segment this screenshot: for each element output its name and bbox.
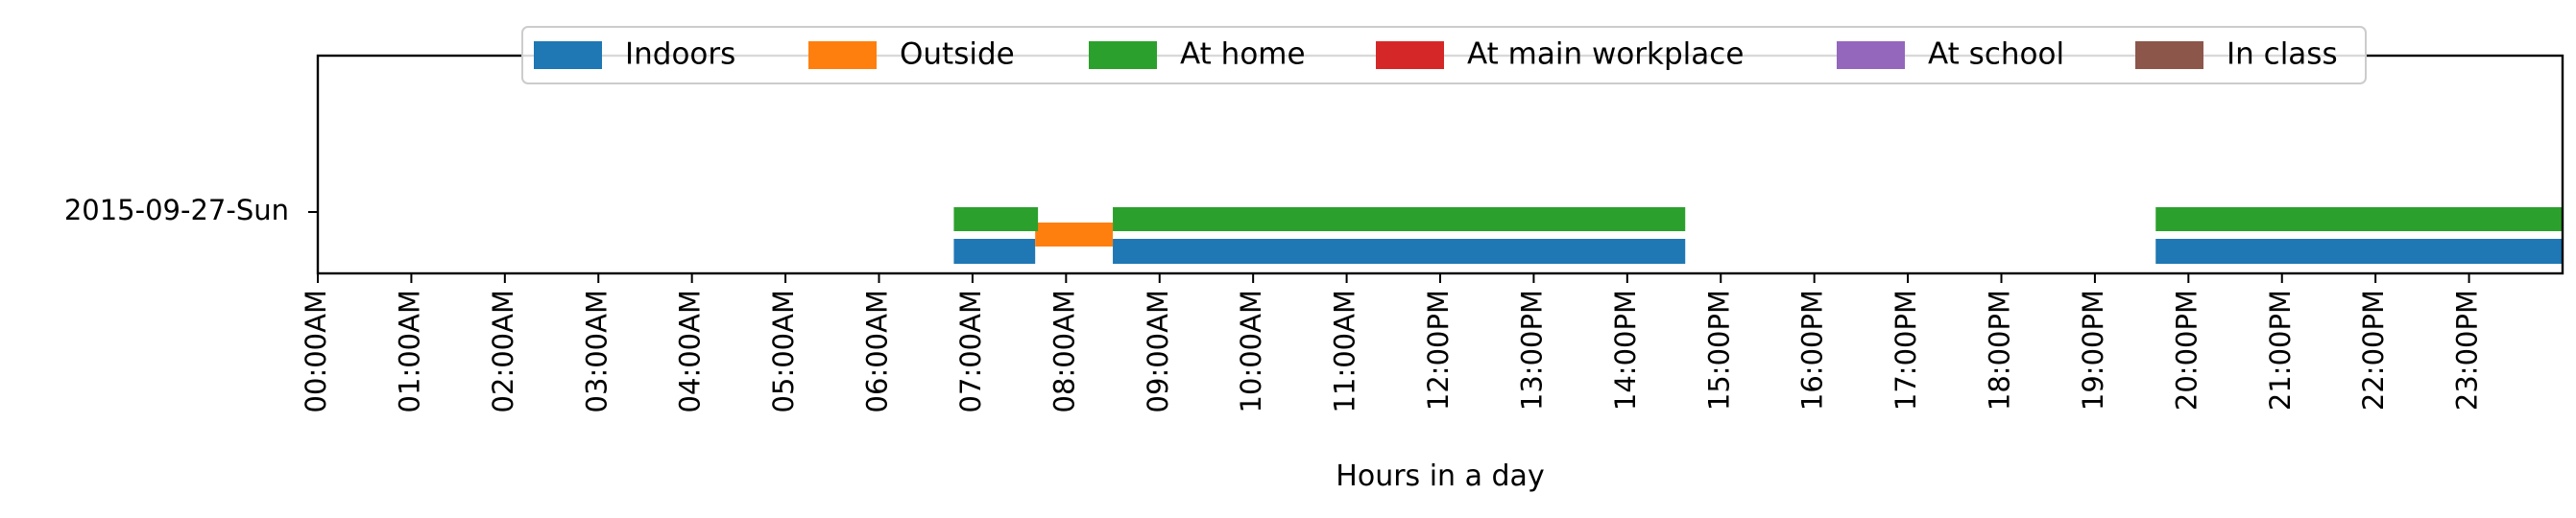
legend-swatch	[1376, 41, 1444, 69]
legend-label: Outside	[900, 37, 1015, 72]
x-tick-label: 23:00PM	[2451, 290, 2484, 411]
legend-label: In class	[2227, 37, 2338, 72]
x-tick-label: 13:00PM	[1515, 290, 1548, 411]
y-tick-label: 2015-09-27-Sun	[64, 194, 289, 226]
x-tick-label: 02:00AM	[487, 290, 519, 412]
legend-swatch	[1089, 41, 1157, 69]
x-tick-label: 03:00AM	[580, 290, 613, 412]
legend-swatch	[534, 41, 602, 69]
bar-indoors-0	[953, 239, 1036, 264]
bar-indoors-1	[1113, 239, 1686, 264]
x-tick-label: 17:00PM	[1890, 290, 1922, 411]
bar-at-home-1	[1113, 207, 1686, 231]
x-tick-label: 21:00PM	[2264, 290, 2297, 411]
legend-entry: Outside	[808, 37, 1015, 72]
legend-entry: At main workplace	[1376, 37, 1744, 72]
legend-entry: At home	[1089, 37, 1306, 72]
x-tick-label: 11:00AM	[1329, 290, 1361, 412]
x-tick-label: 16:00PM	[1796, 290, 1829, 411]
legend-label: At main workplace	[1467, 37, 1744, 72]
x-tick-label: 09:00AM	[1142, 290, 1174, 412]
legend-label: At school	[1928, 37, 2064, 72]
legend-label: Indoors	[625, 37, 735, 72]
legend-entry: At school	[1837, 37, 2064, 72]
x-tick-label: 04:00AM	[674, 290, 707, 412]
x-tick-label: 22:00PM	[2357, 290, 2390, 411]
legend-entry: Indoors	[534, 37, 735, 72]
activity-bars	[953, 207, 2563, 264]
bar-indoors-2	[2155, 239, 2563, 264]
x-tick-label: 15:00PM	[1702, 290, 1735, 411]
x-tick-label: 12:00PM	[1422, 290, 1455, 411]
legend-swatch	[2135, 41, 2203, 69]
legend-swatch	[1837, 41, 1905, 69]
x-tick-label: 01:00AM	[393, 290, 425, 412]
x-tick-label: 05:00AM	[767, 290, 800, 412]
legend: Indoors Outside At home At main workplace At…	[521, 26, 2367, 84]
bar-outside-0	[1035, 223, 1114, 247]
x-tick-label: 00:00AM	[300, 290, 332, 412]
legend-label: At home	[1180, 37, 1306, 72]
x-axis-label: Hours in a day	[1336, 459, 1544, 493]
bar-at-home-2	[2155, 207, 2563, 231]
x-tick-label: 14:00PM	[1609, 290, 1642, 411]
y-axis-ticks: 2015-09-27-Sun	[64, 194, 318, 226]
bar-at-home-0	[953, 207, 1039, 231]
x-axis-ticks: 00:00AM 01:00AM 02:00AM 03:00AM 04:00AM 05:00…	[300, 273, 2484, 412]
x-tick-label: 08:00AM	[1047, 290, 1080, 412]
x-tick-label: 18:00PM	[1984, 290, 2016, 411]
x-tick-label: 20:00PM	[2170, 290, 2203, 411]
x-tick-label: 10:00AM	[1235, 290, 1267, 412]
legend-swatch	[808, 41, 877, 69]
x-tick-label: 06:00AM	[861, 290, 894, 412]
x-tick-label: 07:00AM	[954, 290, 987, 412]
x-tick-label: 19:00PM	[2077, 290, 2109, 411]
legend-entry: In class	[2135, 37, 2338, 72]
